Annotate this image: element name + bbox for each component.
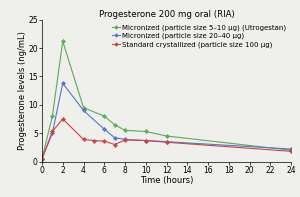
Micronized (particle size 5–10 μg) (Utrogestan) (289, 149, 293, 151)
Standard crystallized (particle size 100 μg) (40, 158, 44, 160)
Micronized (particle size 20–40 μg) (61, 82, 64, 85)
Micronized (particle size 20–40 μg) (51, 132, 54, 134)
Y-axis label: Progesterone levels (ng/mL): Progesterone levels (ng/mL) (18, 31, 27, 150)
Micronized (particle size 20–40 μg) (289, 148, 293, 150)
Standard crystallized (particle size 100 μg) (113, 143, 116, 146)
Line: Micronized (particle size 20–40 μg): Micronized (particle size 20–40 μg) (40, 82, 292, 160)
Micronized (particle size 20–40 μg) (123, 138, 127, 141)
Micronized (particle size 5–10 μg) (Utrogestan) (61, 40, 64, 42)
Micronized (particle size 5–10 μg) (Utrogestan) (123, 129, 127, 132)
Title: Progesterone 200 mg oral (RIA): Progesterone 200 mg oral (RIA) (99, 10, 234, 19)
Micronized (particle size 5–10 μg) (Utrogestan) (82, 106, 85, 109)
X-axis label: Time (hours): Time (hours) (140, 176, 193, 185)
Micronized (particle size 20–40 μg) (165, 140, 168, 143)
Standard crystallized (particle size 100 μg) (165, 141, 168, 143)
Micronized (particle size 5–10 μg) (Utrogestan) (113, 124, 116, 126)
Micronized (particle size 5–10 μg) (Utrogestan) (165, 135, 168, 137)
Micronized (particle size 20–40 μg) (113, 137, 116, 139)
Standard crystallized (particle size 100 μg) (144, 139, 148, 142)
Standard crystallized (particle size 100 μg) (103, 140, 106, 142)
Standard crystallized (particle size 100 μg) (123, 139, 127, 141)
Micronized (particle size 20–40 μg) (82, 109, 85, 112)
Micronized (particle size 20–40 μg) (40, 158, 44, 160)
Standard crystallized (particle size 100 μg) (61, 118, 64, 120)
Micronized (particle size 20–40 μg) (144, 139, 148, 142)
Standard crystallized (particle size 100 μg) (92, 139, 96, 142)
Micronized (particle size 20–40 μg) (103, 128, 106, 130)
Micronized (particle size 5–10 μg) (Utrogestan) (40, 158, 44, 160)
Standard crystallized (particle size 100 μg) (289, 150, 293, 152)
Micronized (particle size 5–10 μg) (Utrogestan) (144, 130, 148, 133)
Line: Standard crystallized (particle size 100 μg): Standard crystallized (particle size 100… (40, 117, 292, 160)
Micronized (particle size 5–10 μg) (Utrogestan) (51, 115, 54, 117)
Line: Micronized (particle size 5–10 μg) (Utrogestan): Micronized (particle size 5–10 μg) (Utro… (40, 40, 292, 160)
Legend: Micronized (particle size 5–10 μg) (Utrogestan), Micronized (particle size 20–40: Micronized (particle size 5–10 μg) (Utro… (110, 23, 287, 49)
Standard crystallized (particle size 100 μg) (82, 138, 85, 141)
Micronized (particle size 5–10 μg) (Utrogestan) (103, 115, 106, 117)
Standard crystallized (particle size 100 μg) (51, 130, 54, 133)
